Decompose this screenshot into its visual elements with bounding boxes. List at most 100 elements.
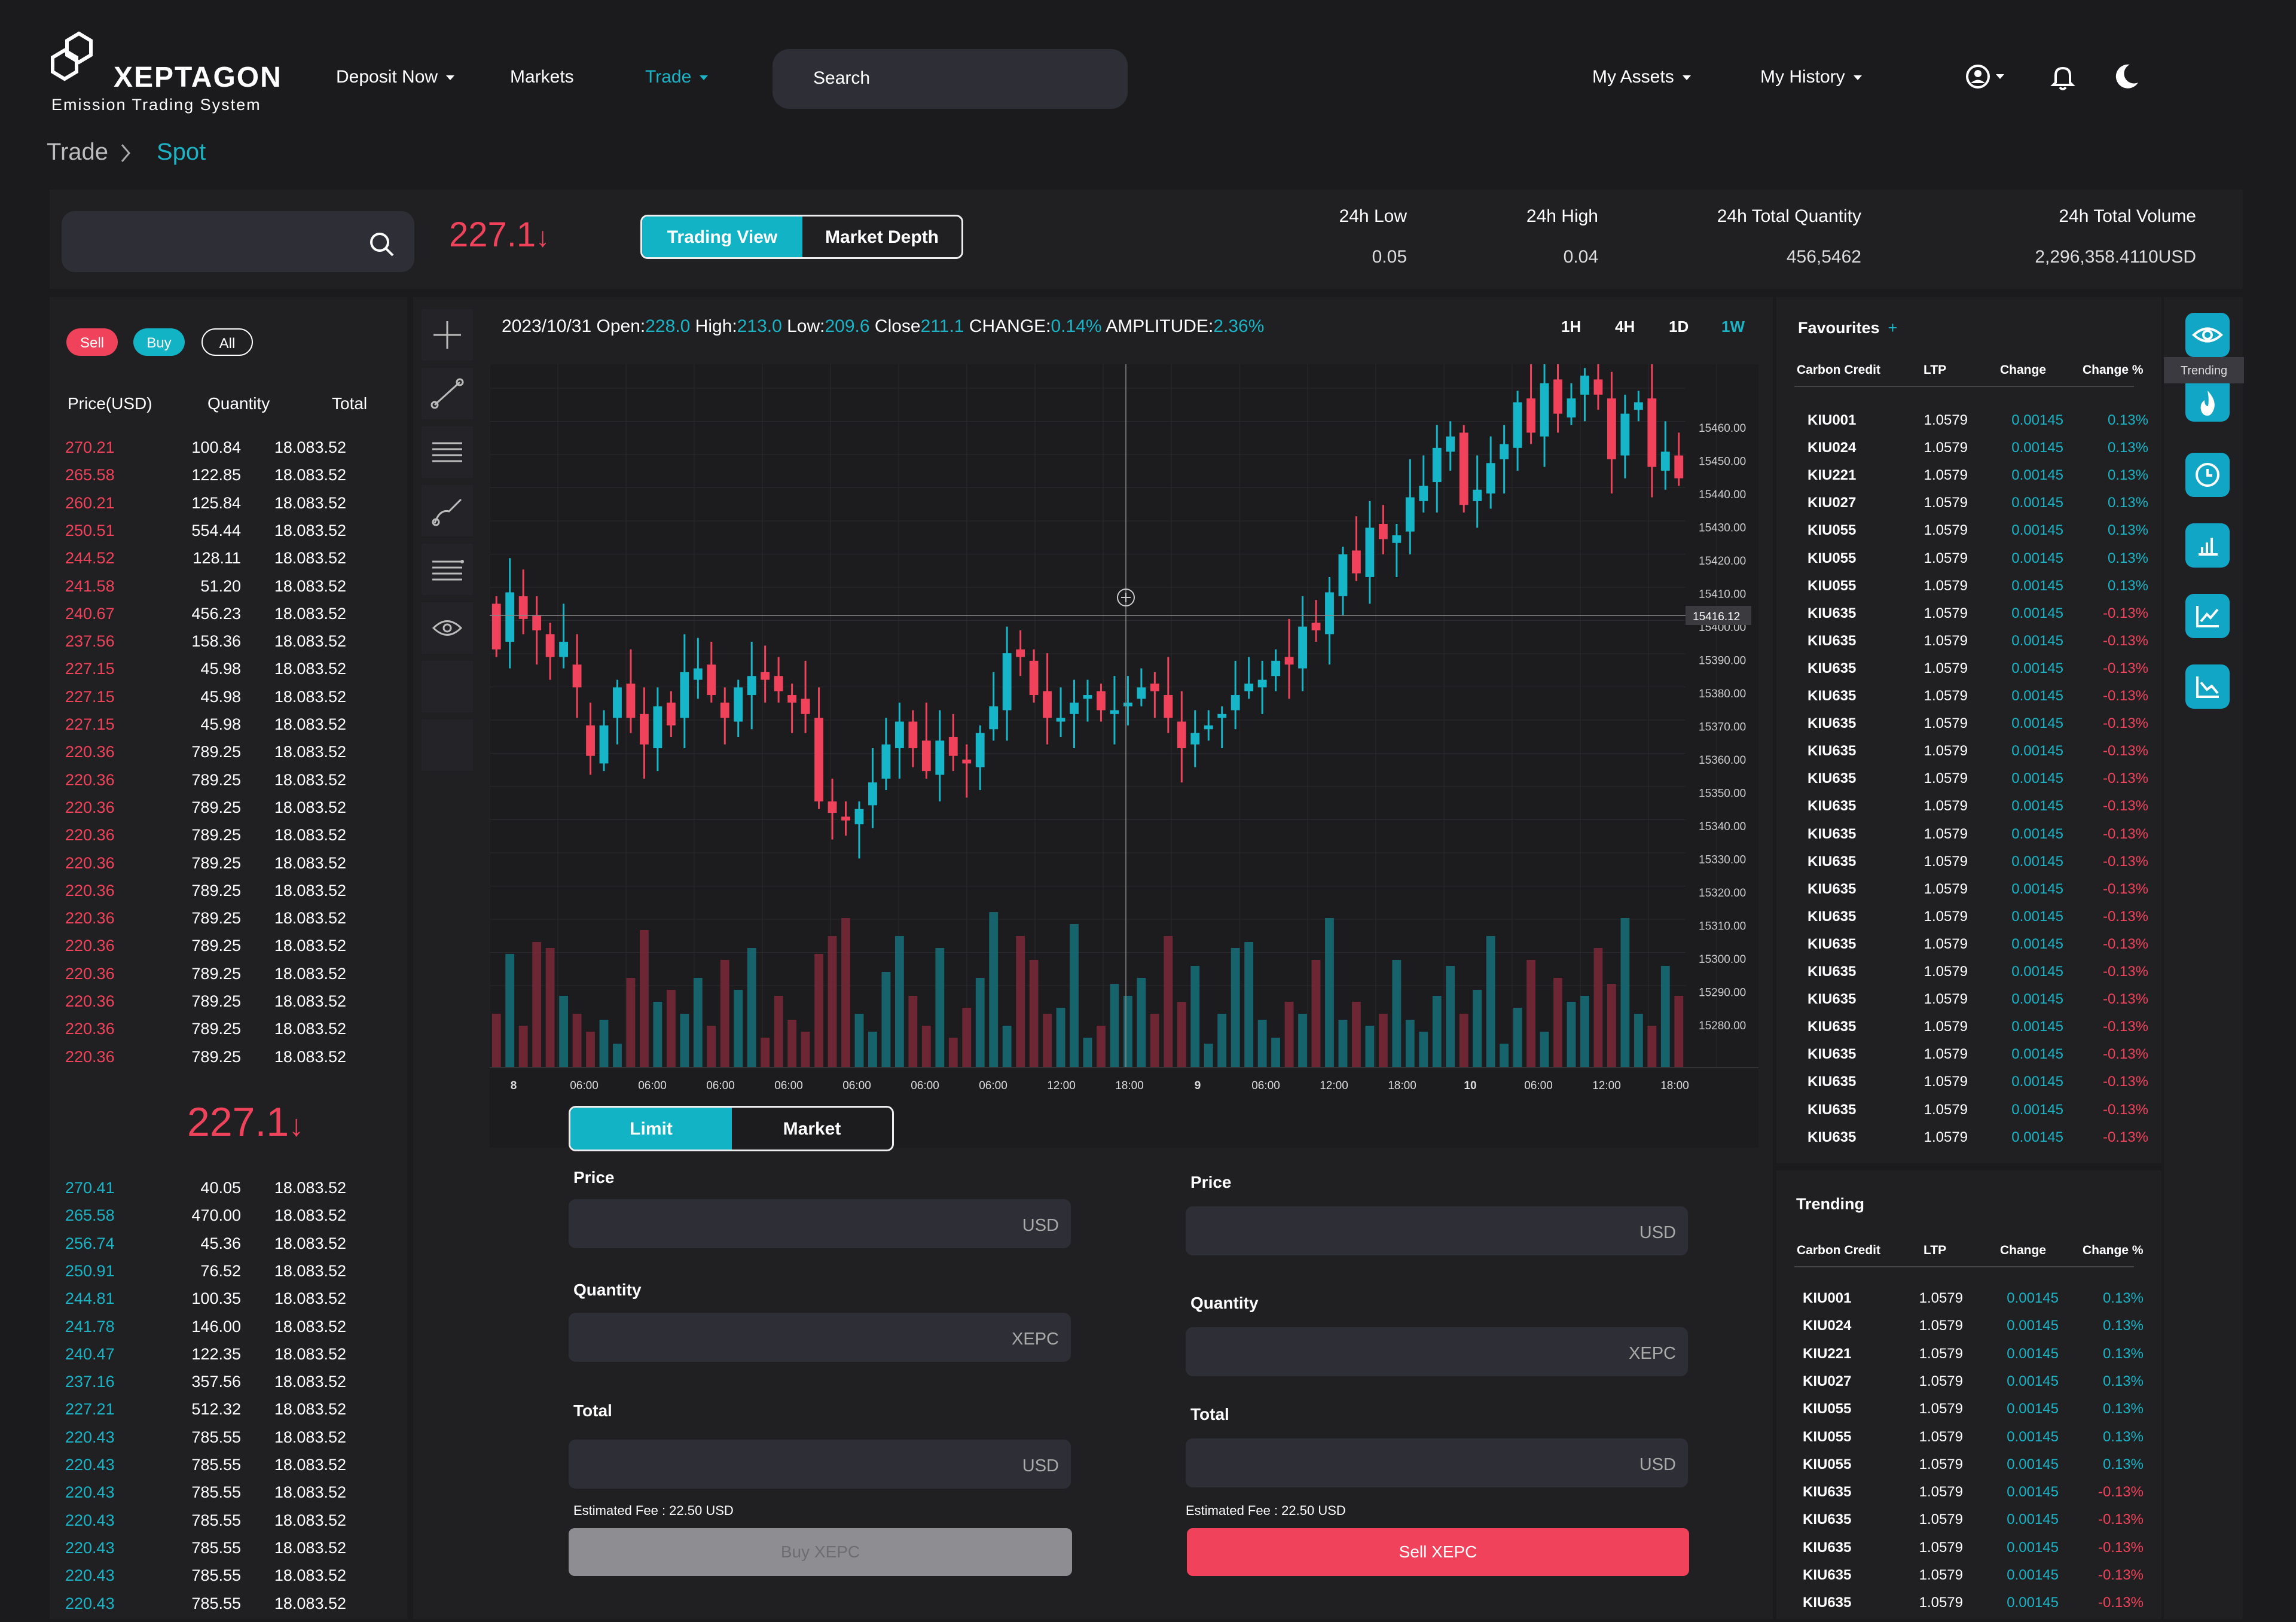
pair-search-input[interactable]: [62, 211, 414, 272]
trending-row[interactable]: KIU024 1.0579 0.00145 0.13%: [1803, 1318, 2144, 1345]
trending-row[interactable]: KIU001 1.0579 0.00145 0.13%: [1803, 1290, 2144, 1318]
favourite-row[interactable]: KIU635 1.0579 0.00145 -0.13%: [1808, 1129, 2148, 1157]
nav-deposit[interactable]: Deposit Now: [336, 67, 455, 87]
favourite-row[interactable]: KIU635 1.0579 0.00145 -0.13%: [1808, 1102, 2148, 1129]
timeframe-4h[interactable]: 4H: [1615, 318, 1635, 336]
timeframe-1h[interactable]: 1H: [1561, 318, 1581, 336]
sell-order-row[interactable]: 227.15 45.98 18.083.52: [65, 660, 400, 687]
sell-order-row[interactable]: 220.36 789.25 18.083.52: [65, 1020, 400, 1047]
sell-order-row[interactable]: 220.36 789.25 18.083.52: [65, 798, 400, 826]
candlestick-chart[interactable]: 15460.00 15450.00 15440.00 15430.00 15420.00…: [490, 364, 1758, 1148]
sell-order-row[interactable]: 220.36 789.25 18.083.52: [65, 909, 400, 937]
favourite-row[interactable]: KIU635 1.0579 0.00145 -0.13%: [1808, 964, 2148, 991]
filter-all[interactable]: All: [201, 328, 253, 356]
filter-sell[interactable]: Sell: [66, 328, 118, 356]
sell-order-row[interactable]: 265.58 122.85 18.083.52: [65, 466, 400, 493]
user-account-icon[interactable]: [1965, 63, 2010, 90]
sell-order-row[interactable]: 220.36 789.25 18.083.52: [65, 854, 400, 882]
sell-order-row[interactable]: 220.36 789.25 18.083.52: [65, 826, 400, 853]
favourite-row[interactable]: KIU001 1.0579 0.00145 0.13%: [1808, 412, 2148, 440]
sell-button[interactable]: Sell XEPC: [1187, 1528, 1689, 1576]
sell-order-row[interactable]: 237.56 158.36 18.083.52: [65, 632, 400, 660]
fib-lines-tool[interactable]: [422, 544, 473, 595]
favourite-row[interactable]: KIU635 1.0579 0.00145 -0.13%: [1808, 633, 2148, 660]
favourite-row[interactable]: KIU027 1.0579 0.00145 0.13%: [1808, 495, 2148, 522]
tab-market[interactable]: Market: [732, 1108, 892, 1150]
buy-order-row[interactable]: 250.91 76.52 18.083.52: [65, 1262, 400, 1289]
buy-order-row[interactable]: 220.43 785.55 18.083.52: [65, 1483, 400, 1511]
favourite-row[interactable]: KIU635 1.0579 0.00145 -0.13%: [1808, 660, 2148, 688]
history-button[interactable]: [2185, 453, 2230, 497]
trending-row[interactable]: KIU635 1.0579 0.00145 -0.13%: [1803, 1511, 2144, 1539]
favourite-row[interactable]: KIU055 1.0579 0.00145 0.13%: [1808, 522, 2148, 550]
sell-order-row[interactable]: 227.15 45.98 18.083.52: [65, 715, 400, 743]
trending-row[interactable]: KIU635 1.0579 0.00145 -0.13%: [1803, 1484, 2144, 1511]
buy-order-row[interactable]: 270.41 40.05 18.083.52: [65, 1179, 400, 1206]
nav-trade[interactable]: Trade: [645, 67, 709, 87]
sell-quantity-input[interactable]: XEPC: [1186, 1327, 1688, 1376]
buy-order-row[interactable]: 265.58 470.00 18.083.52: [65, 1206, 400, 1234]
sell-order-row[interactable]: 220.36 789.25 18.083.52: [65, 992, 400, 1020]
dark-mode-moon-icon[interactable]: [2114, 62, 2141, 90]
sell-order-row[interactable]: 250.51 554.44 18.083.52: [65, 522, 400, 549]
buy-order-row[interactable]: 220.43 785.55 18.083.52: [65, 1511, 400, 1539]
trending-row[interactable]: KIU055 1.0579 0.00145 0.13%: [1803, 1429, 2144, 1456]
sell-order-row[interactable]: 220.36 789.25 18.083.52: [65, 937, 400, 964]
sell-price-input[interactable]: USD: [1186, 1206, 1688, 1255]
timeframe-1d[interactable]: 1D: [1669, 318, 1689, 336]
sell-total-input[interactable]: USD: [1186, 1438, 1688, 1487]
visibility-tool[interactable]: [422, 602, 473, 654]
empty-tool-slot[interactable]: [422, 719, 473, 771]
bell-icon[interactable]: [2050, 63, 2076, 91]
tab-limit[interactable]: Limit: [570, 1108, 732, 1150]
favourite-row[interactable]: KIU635 1.0579 0.00145 -0.13%: [1808, 1046, 2148, 1074]
sell-order-row[interactable]: 220.36 789.25 18.083.52: [65, 965, 400, 992]
nav-my-history[interactable]: My History: [1760, 67, 1862, 87]
horizontal-lines-tool[interactable]: [422, 426, 473, 478]
plus-icon[interactable]: +: [1888, 319, 1898, 337]
sell-order-row[interactable]: 227.15 45.98 18.083.52: [65, 688, 400, 715]
favourite-row[interactable]: KIU635 1.0579 0.00145 -0.13%: [1808, 908, 2148, 936]
favourite-row[interactable]: KIU221 1.0579 0.00145 0.13%: [1808, 467, 2148, 495]
buy-order-row[interactable]: 220.43 785.55 18.083.52: [65, 1566, 400, 1594]
buy-order-row[interactable]: 244.81 100.35 18.083.52: [65, 1289, 400, 1317]
trendline-tool[interactable]: [422, 368, 473, 419]
buy-button[interactable]: Buy XEPC: [569, 1528, 1072, 1576]
bar-chart-button[interactable]: [2185, 523, 2230, 568]
filter-buy[interactable]: Buy: [133, 328, 185, 356]
breadcrumb-spot[interactable]: Spot: [157, 139, 206, 165]
buy-order-row[interactable]: 241.78 146.00 18.083.52: [65, 1318, 400, 1345]
timeframe-1w[interactable]: 1W: [1721, 318, 1745, 336]
trending-row[interactable]: KIU027 1.0579 0.00145 0.13%: [1803, 1373, 2144, 1401]
crosshair-tool[interactable]: [422, 309, 473, 361]
nav-my-assets[interactable]: My Assets: [1592, 67, 1691, 87]
favourite-row[interactable]: KIU055 1.0579 0.00145 0.13%: [1808, 578, 2148, 605]
favourite-row[interactable]: KIU635 1.0579 0.00145 -0.13%: [1808, 936, 2148, 964]
favourite-row[interactable]: KIU635 1.0579 0.00145 -0.13%: [1808, 991, 2148, 1019]
buy-order-row[interactable]: 220.43 785.55 18.083.52: [65, 1428, 400, 1456]
nav-markets[interactable]: Markets: [510, 67, 574, 87]
buy-total-input[interactable]: USD: [569, 1440, 1071, 1489]
favourite-row[interactable]: KIU635 1.0579 0.00145 -0.13%: [1808, 1074, 2148, 1101]
sell-order-row[interactable]: 260.21 125.84 18.083.52: [65, 494, 400, 522]
favourite-row[interactable]: KIU635 1.0579 0.00145 -0.13%: [1808, 688, 2148, 715]
breadcrumb-trade[interactable]: Trade: [47, 139, 109, 165]
trending-row[interactable]: KIU221 1.0579 0.00145 0.13%: [1803, 1346, 2144, 1373]
area-chart-button[interactable]: [2185, 664, 2230, 709]
buy-price-input[interactable]: USD: [569, 1199, 1071, 1248]
sell-order-row[interactable]: 241.58 51.20 18.083.52: [65, 577, 400, 605]
watch-button[interactable]: [2185, 313, 2230, 357]
favourite-row[interactable]: KIU635 1.0579 0.00145 -0.13%: [1808, 881, 2148, 908]
favourite-row[interactable]: KIU635 1.0579 0.00145 -0.13%: [1808, 1019, 2148, 1046]
buy-order-row[interactable]: 256.74 45.36 18.083.52: [65, 1234, 400, 1262]
favourite-row[interactable]: KIU635 1.0579 0.00145 -0.13%: [1808, 605, 2148, 633]
favourite-row[interactable]: KIU024 1.0579 0.00145 0.13%: [1808, 440, 2148, 467]
brush-tool[interactable]: [422, 485, 473, 536]
favourite-row[interactable]: KIU635 1.0579 0.00145 -0.13%: [1808, 853, 2148, 881]
favourite-row[interactable]: KIU635 1.0579 0.00145 -0.13%: [1808, 798, 2148, 825]
favourite-row[interactable]: KIU055 1.0579 0.00145 0.13%: [1808, 550, 2148, 578]
sell-order-row[interactable]: 220.36 789.25 18.083.52: [65, 743, 400, 770]
sell-order-row[interactable]: 220.36 789.25 18.083.52: [65, 771, 400, 798]
favourite-row[interactable]: KIU635 1.0579 0.00145 -0.13%: [1808, 770, 2148, 798]
sell-order-row[interactable]: 240.67 456.23 18.083.52: [65, 605, 400, 632]
